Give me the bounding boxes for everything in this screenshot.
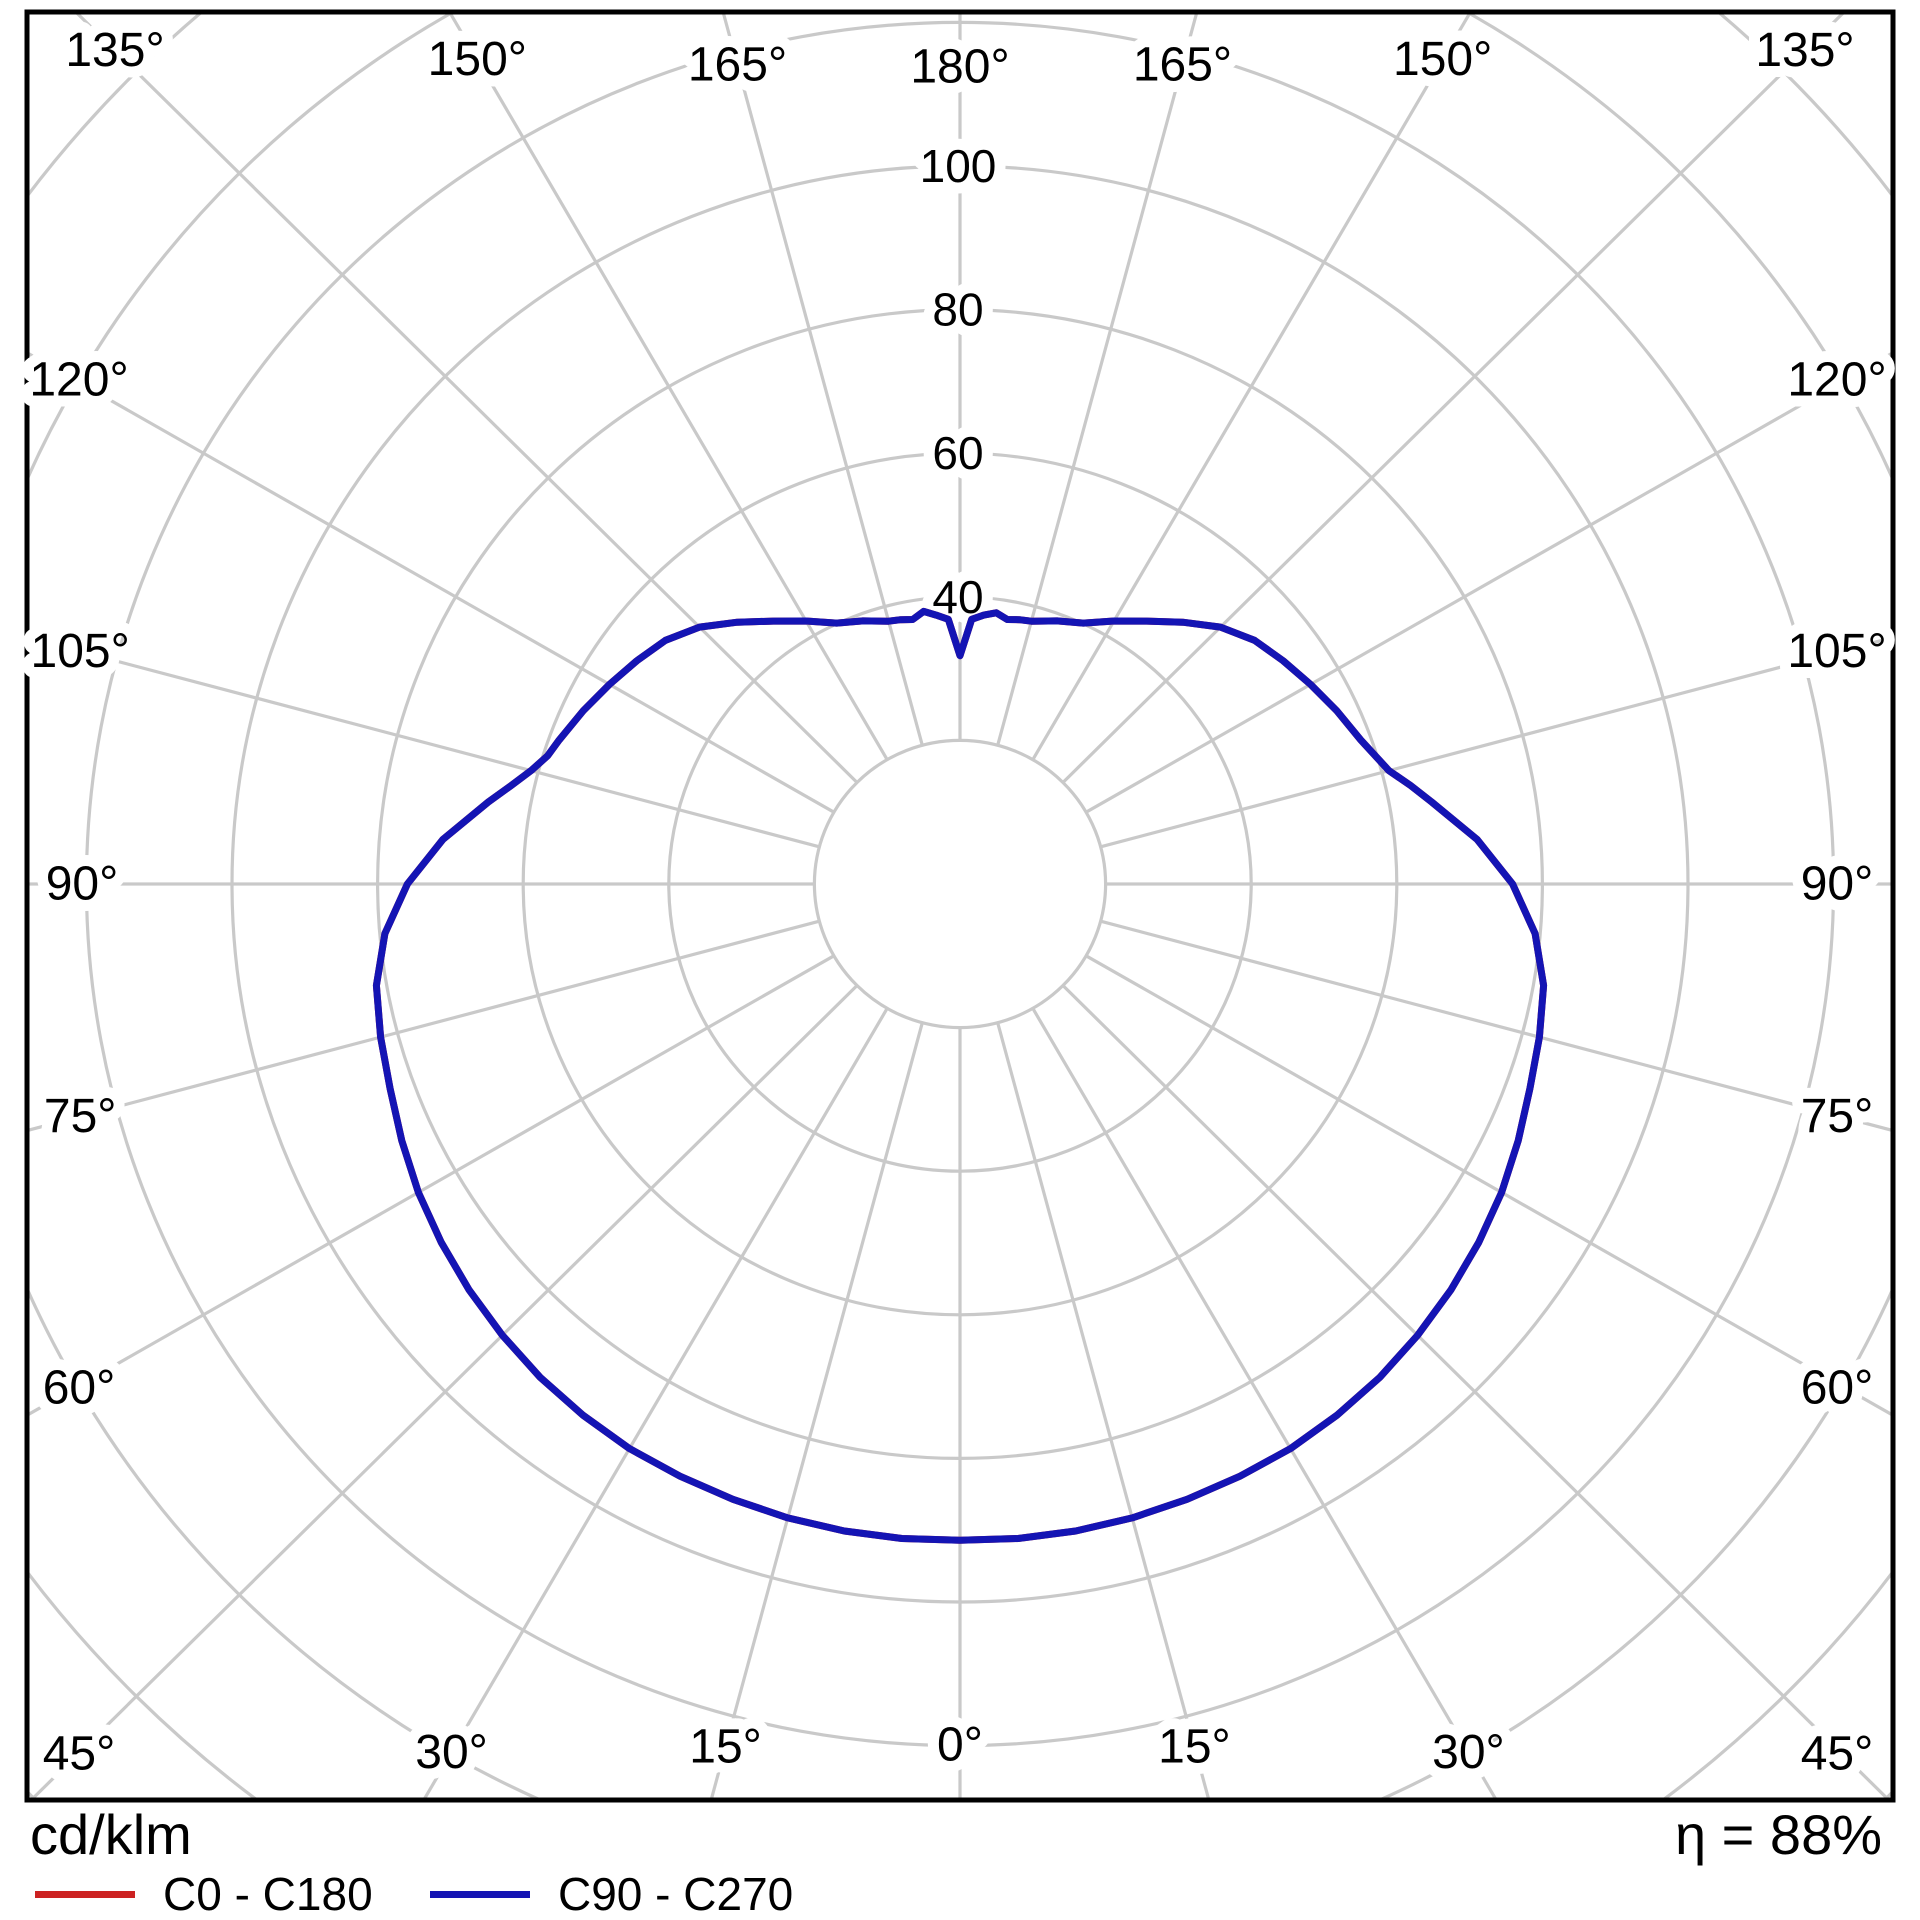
grid-spoke--15 (709, 1022, 924, 1800)
grid-spoke--150 (447, 12, 889, 761)
curve-c90-c270 (372, 607, 1548, 1544)
grid-spoke--60 (27, 954, 835, 1418)
angle-label-left-165: 165° (688, 39, 787, 92)
chart-frame (24, 9, 1896, 1803)
grid-spoke-165 (996, 12, 1199, 746)
angle-label-left-60: 60° (43, 1362, 116, 1415)
grid-spoke-135 (1061, 12, 1847, 784)
angle-label-right-30: 30° (1432, 1726, 1505, 1779)
angle-label-right-105: 105° (1787, 625, 1886, 678)
legend-item-c90-c270: C90 - C270 (430, 1862, 793, 1920)
angle-label-left-45: 45° (43, 1728, 116, 1781)
grid-spoke-60 (1085, 954, 1893, 1418)
grid-spoke-105 (1100, 635, 1893, 849)
angle-label-left-90: 90° (46, 858, 119, 911)
grid-spoke-75 (1100, 919, 1893, 1133)
angle-label-right-90: 90° (1801, 858, 1874, 911)
angle-label-left-105: 105° (31, 625, 130, 678)
angle-label-right-45: 45° (1801, 1728, 1874, 1781)
efficiency-value: η = 88% (1674, 1803, 1882, 1866)
angle-label-180: 180° (910, 41, 1009, 94)
grid-spoke--105 (27, 635, 820, 849)
radial-unit-label: cd/klm (30, 1803, 192, 1866)
grid-spoke-120 (1085, 350, 1893, 814)
angle-label-left-150: 150° (428, 33, 527, 86)
angle-label-left-120: 120° (29, 353, 128, 406)
angle-label-right-150: 150° (1393, 33, 1492, 86)
angle-label-right-15: 15° (1158, 1720, 1231, 1773)
legend-label-c0-c180: C0 - C180 (163, 1868, 373, 1920)
angle-label-right-135: 135° (1755, 24, 1854, 77)
angle-label-right-60: 60° (1801, 1362, 1874, 1415)
angle-label-right-120: 120° (1787, 353, 1886, 406)
radial-tick-label-80: 80 (932, 284, 983, 336)
angle-label-left-135: 135° (65, 24, 164, 77)
angle-label-left-15: 15° (689, 1720, 762, 1773)
grid-spoke--75 (27, 919, 820, 1133)
grid-spoke-15 (996, 1022, 1211, 1800)
angle-label-left-75: 75° (44, 1090, 117, 1143)
grid-spoke-30 (1031, 1007, 1499, 1800)
grid-spoke--120 (27, 350, 835, 814)
legend-label-c90-c270: C90 - C270 (558, 1868, 794, 1920)
angle-label-right-75: 75° (1801, 1090, 1874, 1143)
grid-spoke--45 (28, 984, 859, 1800)
angle-label-left-30: 30° (415, 1726, 488, 1779)
legend-item-c0-c180: C0 - C180 (35, 1862, 373, 1920)
grid-spoke-45 (1061, 984, 1892, 1800)
grid-circle-20 (812, 738, 1108, 1030)
radial-tick-label-40: 40 (932, 571, 983, 623)
angle-label-0: 0° (937, 1719, 983, 1772)
c0-c180-line-swatch (35, 1890, 135, 1898)
angle-label-right-165: 165° (1133, 39, 1232, 92)
grid-spoke--135 (73, 12, 859, 784)
c90-c270-line-swatch (430, 1890, 530, 1898)
radial-tick-label-100: 100 (920, 140, 997, 192)
grid-spoke-150 (1031, 12, 1473, 761)
grid-spoke--165 (721, 12, 924, 746)
grid-spoke--30 (421, 1007, 889, 1800)
radial-tick-label-60: 60 (932, 427, 983, 479)
